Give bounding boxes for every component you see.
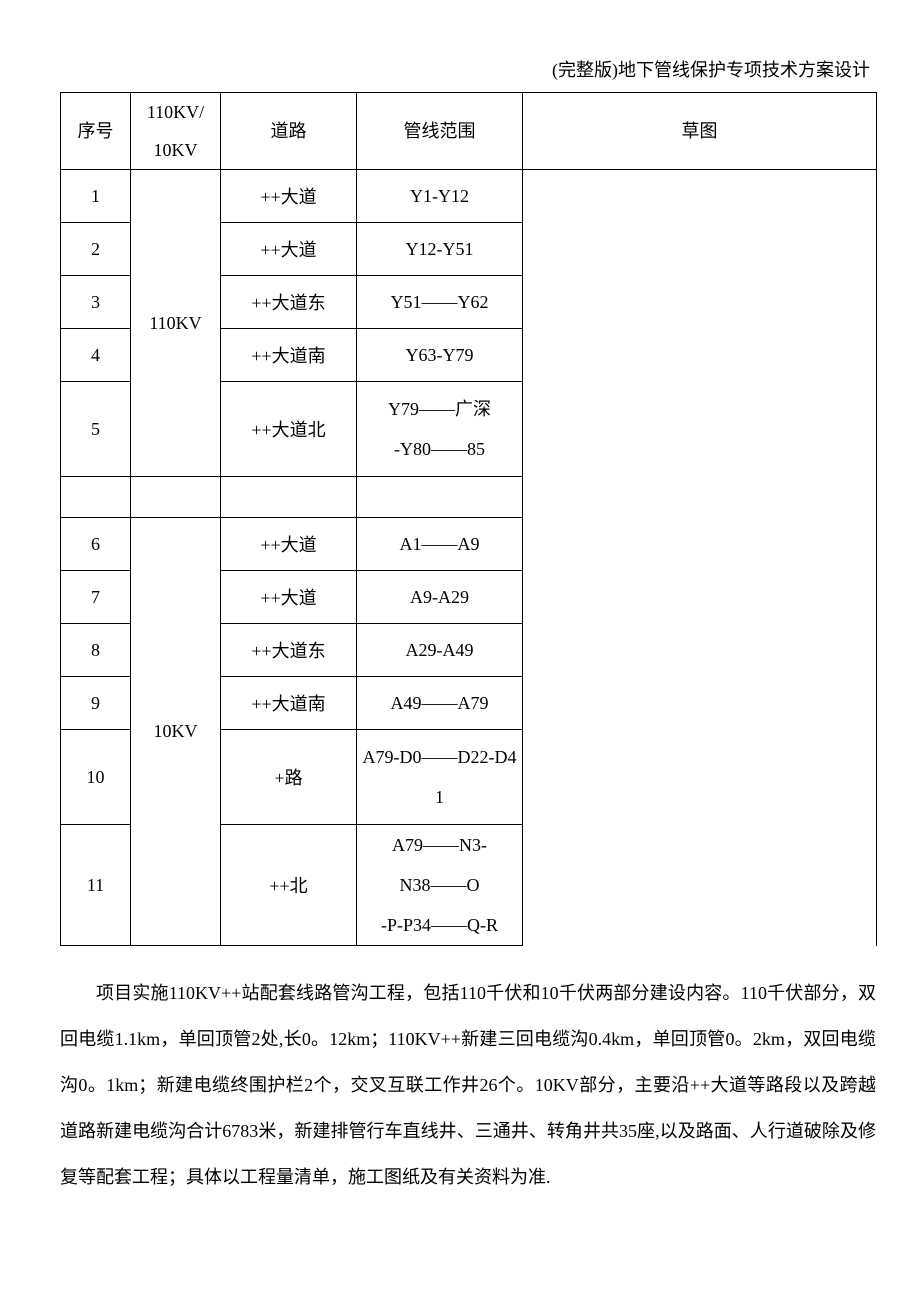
cell-range: Y51――Y62 — [357, 276, 523, 329]
cell-road: ++北 — [221, 825, 357, 946]
cell-road: ++大道南 — [221, 329, 357, 382]
cell-road: ++大道 — [221, 518, 357, 571]
cell-blank — [61, 477, 131, 518]
cell-seq: 3 — [61, 276, 131, 329]
col-seq: 序号 — [61, 93, 131, 170]
col-sketch: 草图 — [523, 93, 877, 170]
cell-blank — [131, 477, 221, 518]
cell-range: A79――N3-N38――O-P-P34――Q-R — [357, 825, 523, 946]
cell-sketch — [523, 170, 877, 946]
cell-range: Y63-Y79 — [357, 329, 523, 382]
page-header-title: (完整版)地下管线保护专项技术方案设计 — [60, 56, 874, 82]
cell-kv-group2: 10KV — [131, 518, 221, 946]
cell-range: A1――A9 — [357, 518, 523, 571]
cell-road: ++大道北 — [221, 382, 357, 477]
col-range: 管线范围 — [357, 93, 523, 170]
cell-range: Y12-Y51 — [357, 223, 523, 276]
cell-range: A29-A49 — [357, 624, 523, 677]
cell-seq: 10 — [61, 730, 131, 825]
table-row: 1 110KV ++大道 Y1-Y12 — [61, 170, 877, 223]
cell-range: Y79――广深-Y80――85 — [357, 382, 523, 477]
cell-seq: 7 — [61, 571, 131, 624]
cell-range: A9-A29 — [357, 571, 523, 624]
cell-seq: 5 — [61, 382, 131, 477]
cell-road: ++大道南 — [221, 677, 357, 730]
col-kv: 110KV/10KV — [131, 93, 221, 170]
cell-road: ++大道东 — [221, 624, 357, 677]
cell-range: A79-D0――D22-D41 — [357, 730, 523, 825]
cell-range: Y1-Y12 — [357, 170, 523, 223]
cell-road: ++大道 — [221, 170, 357, 223]
cell-road: ++大道 — [221, 223, 357, 276]
cell-range: A49――A79 — [357, 677, 523, 730]
cell-seq: 9 — [61, 677, 131, 730]
pipeline-table: 序号 110KV/10KV 道路 管线范围 草图 1 110KV ++大道 Y1… — [60, 92, 877, 946]
cell-blank — [221, 477, 357, 518]
cell-seq: 1 — [61, 170, 131, 223]
col-road: 道路 — [221, 93, 357, 170]
cell-road: +路 — [221, 730, 357, 825]
cell-seq: 2 — [61, 223, 131, 276]
cell-kv-group1: 110KV — [131, 170, 221, 477]
table-header-row: 序号 110KV/10KV 道路 管线范围 草图 — [61, 93, 877, 170]
cell-seq: 6 — [61, 518, 131, 571]
cell-seq: 11 — [61, 825, 131, 946]
cell-seq: 8 — [61, 624, 131, 677]
cell-blank — [357, 477, 523, 518]
body-paragraph: 项目实施110KV++站配套线路管沟工程，包括110千伏和10千伏两部分建设内容… — [60, 970, 876, 1200]
cell-road: ++大道 — [221, 571, 357, 624]
cell-seq: 4 — [61, 329, 131, 382]
cell-road: ++大道东 — [221, 276, 357, 329]
